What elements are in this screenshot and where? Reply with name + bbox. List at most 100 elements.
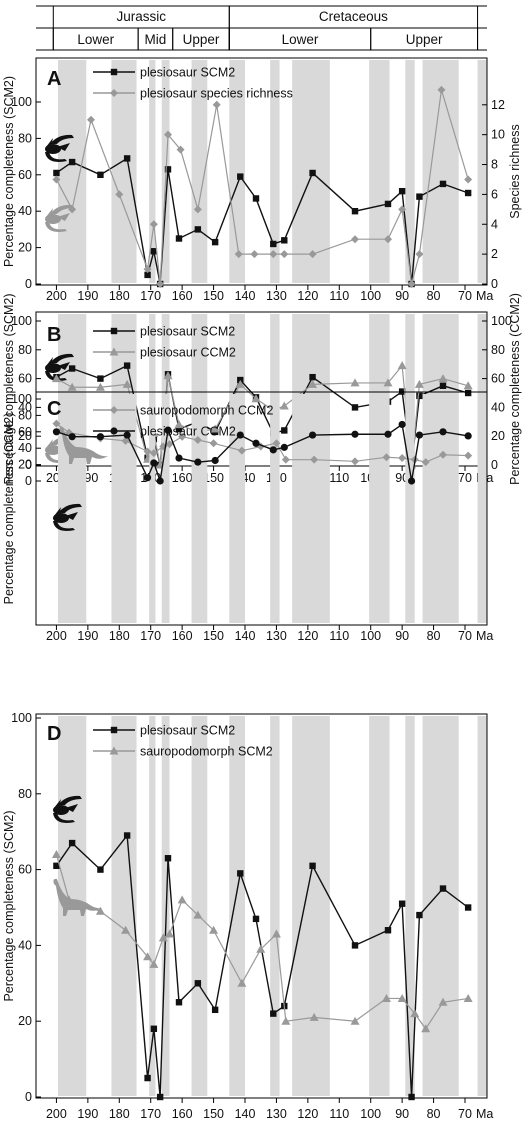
stage-band — [405, 716, 415, 1096]
data-point — [464, 389, 472, 397]
right-y-tick-label: 40 — [491, 400, 505, 414]
data-point — [250, 250, 259, 259]
data-point — [281, 1016, 291, 1025]
data-point — [280, 443, 288, 451]
right-y-tick-label: 80 — [491, 343, 505, 357]
data-point — [149, 449, 158, 458]
data-point — [308, 431, 317, 439]
data-point — [156, 477, 164, 485]
data-point — [175, 999, 183, 1006]
data-point — [193, 910, 203, 919]
plesiosaur-neck — [50, 134, 74, 144]
data-point — [194, 980, 202, 987]
x-tick-label: 190 — [77, 289, 98, 303]
data-point — [143, 952, 153, 961]
legend-marker — [110, 427, 118, 435]
stage-band — [229, 60, 245, 283]
data-point — [123, 362, 131, 369]
y-tick-label: 100 — [11, 711, 32, 725]
data-point — [309, 862, 316, 870]
right-y-tick-label: 100 — [491, 314, 512, 328]
x-tick-label: 200 — [46, 1107, 67, 1121]
data-point — [121, 925, 131, 934]
data-point — [437, 85, 446, 94]
stage-band — [405, 60, 415, 283]
right-y-tick-label: 4 — [491, 217, 498, 231]
data-point — [351, 942, 359, 949]
panel-frame — [35, 57, 488, 286]
data-point — [68, 839, 76, 847]
data-point — [310, 455, 319, 464]
x-tick-label: 100 — [360, 1107, 381, 1121]
data-point — [350, 378, 360, 387]
data-point — [165, 929, 175, 938]
x-tick-label: 150 — [203, 471, 224, 485]
data-point — [464, 451, 473, 460]
data-point — [210, 424, 220, 433]
data-point — [351, 457, 359, 466]
stage-band — [477, 60, 487, 283]
data-point — [150, 1025, 158, 1032]
x-tick-label: 180 — [109, 629, 130, 643]
data-point — [421, 458, 430, 467]
data-point — [64, 895, 74, 904]
data-point — [52, 419, 61, 428]
period-label: Jurassic — [117, 9, 167, 24]
x-tick-label: 80 — [427, 289, 441, 303]
epoch-label: Upper — [183, 32, 220, 47]
plesiosaur-flipper — [65, 804, 78, 812]
legend-marker — [110, 406, 118, 414]
data-point — [163, 371, 173, 380]
y-axis-title: Percentage completeness (SCM2) — [2, 810, 16, 1001]
data-point — [51, 849, 61, 858]
stage-band — [111, 60, 137, 283]
data-point — [414, 379, 424, 388]
data-point — [309, 1012, 319, 1021]
data-point — [156, 1093, 164, 1101]
x-tick-label: 140 — [235, 1107, 256, 1121]
data-point — [123, 832, 131, 839]
data-point — [398, 454, 407, 463]
y-tick-label: 60 — [18, 863, 32, 877]
y-axis-title: Percentage completeness (SCM2) — [2, 76, 16, 267]
x-tick-label: 150 — [203, 1107, 224, 1121]
epoch-label: Upper — [406, 32, 443, 47]
data-point — [144, 1074, 151, 1082]
right-y-tick-label: 2 — [491, 247, 498, 261]
y-axis-title: Percentage completeness (SCM2) — [2, 293, 16, 484]
data-point — [398, 900, 406, 907]
data-point — [143, 474, 152, 482]
data-point — [281, 427, 288, 434]
y-tick-label: 20 — [18, 241, 32, 255]
plesiosaur-neck — [58, 795, 82, 805]
x-tick-label: 90 — [395, 289, 409, 303]
stage-band — [270, 716, 280, 1096]
data-point — [269, 250, 278, 259]
data-point — [178, 432, 187, 441]
panel-d: 0 20 40 60 80 100 Percentage completeness (SCM… — [2, 711, 493, 1121]
stage-band — [422, 716, 459, 1096]
legend-label: plesiosaur species richness — [140, 87, 293, 101]
legend-label: sauropodomorph SCM2 — [140, 745, 273, 759]
x-tick-label: 120 — [297, 629, 318, 643]
data-point — [164, 855, 172, 862]
y-tick-label: 20 — [18, 458, 32, 472]
stage-band — [369, 716, 390, 1096]
y-tick-label: 40 — [18, 400, 32, 414]
data-point — [398, 420, 406, 429]
data-point — [416, 193, 423, 200]
right-y-tick-label: 20 — [491, 429, 505, 443]
x-tick-label: 120 — [297, 289, 318, 303]
stage-band — [369, 394, 390, 623]
plesiosaur-tail — [45, 152, 67, 162]
data-point — [95, 382, 105, 391]
x-tick-label: 80 — [427, 1107, 441, 1121]
data-point — [384, 235, 392, 244]
data-point — [97, 866, 104, 873]
data-point — [177, 895, 187, 904]
data-point — [97, 171, 104, 178]
data-point — [269, 446, 277, 454]
plesiosaur-hind-flipper — [46, 357, 53, 366]
x-tick-label: 100 — [360, 289, 381, 303]
